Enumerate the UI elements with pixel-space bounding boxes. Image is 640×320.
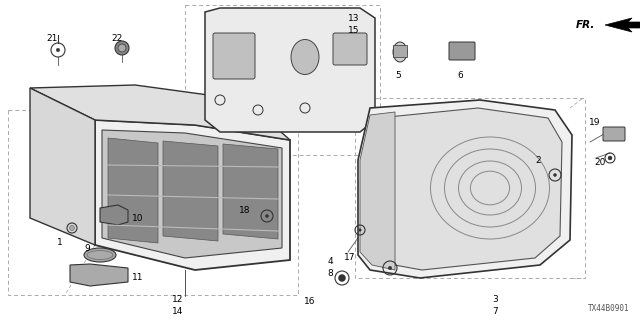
- Circle shape: [554, 173, 557, 177]
- FancyBboxPatch shape: [213, 33, 255, 79]
- FancyBboxPatch shape: [333, 33, 367, 65]
- Text: 2: 2: [535, 156, 541, 164]
- Text: 10: 10: [132, 213, 144, 222]
- Text: 13: 13: [348, 13, 360, 22]
- Polygon shape: [102, 130, 282, 258]
- Ellipse shape: [393, 42, 407, 62]
- Text: FR.: FR.: [575, 20, 595, 30]
- Circle shape: [71, 227, 73, 229]
- Circle shape: [115, 41, 129, 55]
- Text: 6: 6: [457, 70, 463, 79]
- Circle shape: [118, 44, 126, 52]
- Bar: [355, 98, 585, 278]
- Polygon shape: [205, 8, 375, 132]
- Text: 9: 9: [84, 244, 90, 252]
- Polygon shape: [605, 18, 640, 32]
- Polygon shape: [368, 108, 562, 270]
- Polygon shape: [358, 100, 572, 278]
- Text: 14: 14: [172, 308, 184, 316]
- Polygon shape: [108, 138, 158, 243]
- Bar: [185, 5, 380, 155]
- Text: 3: 3: [492, 295, 498, 305]
- Text: 8: 8: [327, 269, 333, 278]
- Text: 5: 5: [395, 70, 401, 79]
- Text: 15: 15: [348, 26, 360, 35]
- Circle shape: [359, 229, 361, 231]
- Ellipse shape: [291, 39, 319, 75]
- Polygon shape: [30, 85, 290, 140]
- Text: 22: 22: [111, 34, 123, 43]
- Polygon shape: [163, 141, 218, 241]
- Polygon shape: [30, 88, 95, 245]
- FancyBboxPatch shape: [449, 42, 475, 60]
- Text: 18: 18: [239, 205, 251, 214]
- Circle shape: [340, 276, 344, 280]
- Circle shape: [609, 157, 611, 159]
- Text: 1: 1: [57, 237, 63, 246]
- Circle shape: [70, 226, 74, 230]
- Text: 12: 12: [172, 295, 184, 305]
- Text: 20: 20: [595, 157, 605, 166]
- Ellipse shape: [84, 248, 116, 262]
- Bar: [393, 45, 407, 57]
- Polygon shape: [95, 120, 290, 270]
- Polygon shape: [100, 205, 128, 225]
- Circle shape: [608, 156, 612, 160]
- Text: 16: 16: [304, 298, 316, 307]
- Circle shape: [56, 48, 60, 52]
- Text: 17: 17: [344, 253, 356, 262]
- Text: 7: 7: [492, 308, 498, 316]
- Circle shape: [388, 266, 392, 270]
- Text: 11: 11: [132, 274, 144, 283]
- Text: 19: 19: [589, 117, 601, 126]
- Text: 4: 4: [327, 258, 333, 267]
- Bar: [8, 110, 298, 295]
- Polygon shape: [223, 144, 278, 239]
- Polygon shape: [360, 112, 395, 270]
- FancyBboxPatch shape: [603, 127, 625, 141]
- Text: TX44B0901: TX44B0901: [588, 304, 630, 313]
- Circle shape: [266, 214, 269, 218]
- Circle shape: [339, 275, 346, 282]
- Polygon shape: [70, 264, 128, 286]
- Text: 21: 21: [46, 34, 58, 43]
